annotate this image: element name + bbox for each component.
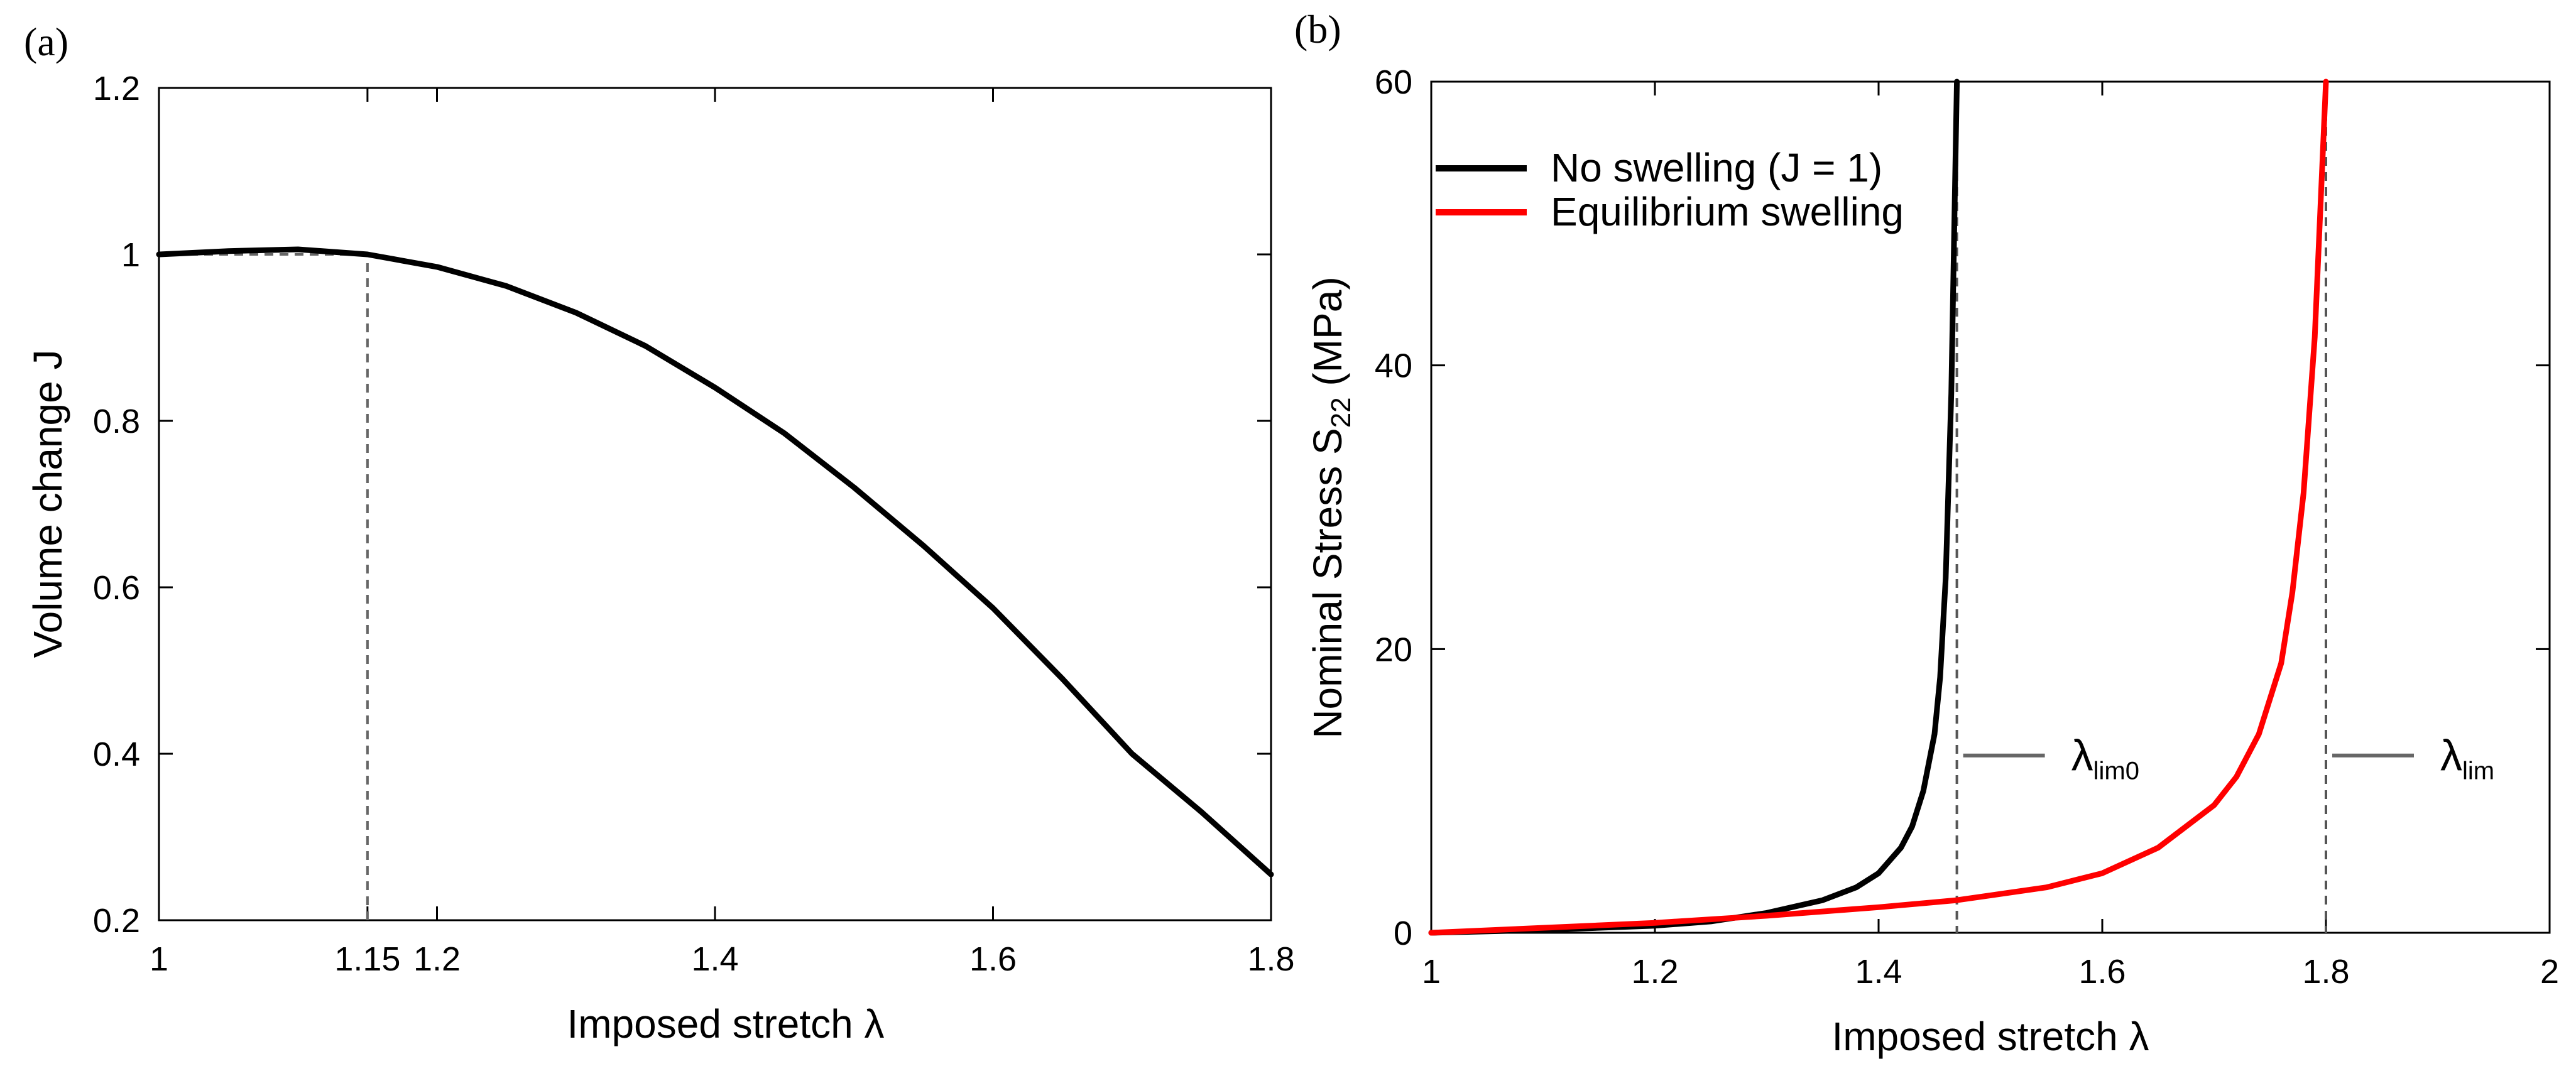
chart-b-asymptote-label-main: λ [2071, 731, 2093, 780]
chart-a-xtick-label: 1.6 [969, 940, 1017, 978]
chart-a: 1 1.15 1.2 1.4 1.6 1.8 0.2 0.4 0.6 0.8 1 1.2 Impose… [25, 70, 1295, 1046]
chart-b-asymptote-label-main: λ [2440, 731, 2462, 780]
chart-b-asymptote-label: λlim0 [2071, 731, 2139, 785]
chart-a-frame [158, 87, 1272, 921]
chart-b-xtick-label: 1 [1422, 953, 1441, 991]
panel-b-label: (b) [1294, 7, 1341, 52]
chart-a-ytick-label: 0.8 [93, 403, 140, 440]
chart-a-xtick-label: 1.8 [1247, 940, 1294, 978]
chart-b-xtick-label: 1.2 [1631, 953, 1678, 991]
chart-a-xtick-label: 1.15 [334, 940, 400, 978]
chart-b-xlabel: Imposed stretch λ [1831, 1014, 2149, 1059]
chart-b-asymptote-label-sub: lim [2462, 758, 2494, 785]
chart-b-ytick-label: 40 [1375, 347, 1412, 385]
chart-a-ytick-label: 1.2 [93, 70, 140, 107]
chart-a-ylabel: Volume change J [25, 350, 70, 658]
chart-b-asymptote-label-sub: lim0 [2093, 758, 2139, 785]
chart-b-ytick-label: 0 [1394, 915, 1412, 952]
chart-a-xtick-label: 1.4 [691, 940, 738, 978]
legend-label-no-swelling: No swelling (J = 1) [1551, 145, 1882, 190]
chart-a-series-line-0 [156, 246, 1274, 878]
chart-b-ylabel-unit: (MPa) [1305, 276, 1350, 397]
chart-b-ytick-label: 20 [1375, 631, 1412, 668]
chart-a-xlabel: Imposed stretch λ [567, 1001, 884, 1046]
chart-b-ylabel-sub: 22 [1326, 397, 1356, 428]
chart-b-ylabel: Nominal Stress S22 (MPa) [1305, 276, 1356, 738]
chart-a-xtick-label: 1 [150, 940, 168, 978]
chart-a-ytick-label: 0.2 [93, 902, 140, 940]
chart-b-ylabel-main: Nominal Stress S [1305, 428, 1350, 738]
chart-b-legend: No swelling (J = 1) Equilibrium swelling [1436, 145, 1904, 234]
panel-a-label: (a) [24, 19, 68, 64]
legend-label-equilibrium: Equilibrium swelling [1551, 189, 1904, 234]
chart-b-xtick-label: 2 [2540, 953, 2559, 991]
chart-a-ytick-label: 0.4 [93, 736, 140, 773]
chart-b-ytick-label: 60 [1375, 63, 1412, 101]
chart-b-frame [1430, 80, 2551, 934]
chart-b-xtick-label: 1.4 [1855, 953, 1902, 991]
chart-b-series-line-1 [1428, 79, 2329, 936]
chart-b-xtick-label: 1.8 [2302, 953, 2349, 991]
chart-b-xtick-label: 1.6 [2078, 953, 2126, 991]
chart-a-ytick-label: 1 [121, 236, 140, 274]
chart-a-ytick-label: 0.6 [93, 569, 140, 607]
chart-a-xtick-label: 1.2 [413, 940, 461, 978]
chart-b-asymptote-label: λlim [2440, 731, 2494, 785]
